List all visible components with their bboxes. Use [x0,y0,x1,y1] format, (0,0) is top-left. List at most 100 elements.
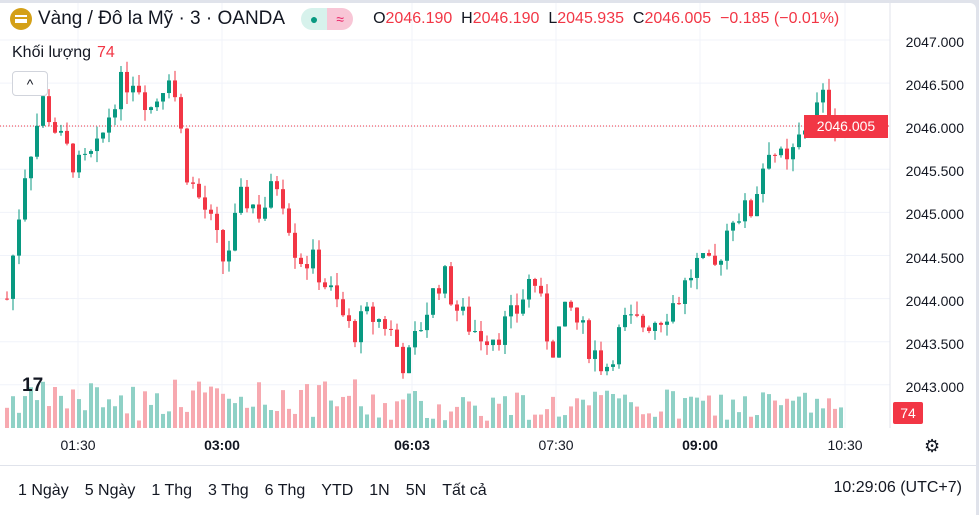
volume-bar [221,393,225,428]
price-chart[interactable] [0,3,976,515]
volume-bar [5,407,9,428]
volume-bar [455,406,459,428]
volume-bar [731,399,735,428]
volume-bar [95,387,99,428]
candle-body [305,264,309,269]
range-button[interactable]: YTD [321,481,354,499]
volume-bar [485,420,489,428]
volume-bar [53,387,57,428]
volume-bar [569,406,573,428]
tradingview-logo[interactable]: 17 [22,375,44,396]
range-button[interactable]: 1N [369,481,390,499]
symbol-title[interactable]: Vàng / Đô la Mỹ · 3 · OANDA [38,8,286,29]
volume-bar [407,393,411,428]
candle-body [473,331,477,333]
volume-bar [635,406,639,428]
candle-body [791,147,795,160]
settings-gear-icon[interactable]: ⚙ [924,436,941,456]
candle-body [395,329,399,347]
candle-body [503,316,507,345]
time-tick: 01:30 [60,437,96,453]
volume-bar [239,396,243,428]
candle-body [461,306,465,311]
candle-body [683,280,687,304]
candle-body [671,303,675,322]
volume-bar [815,398,819,428]
candle-body [707,253,711,256]
volume-bar [509,414,513,428]
volume-bar [533,414,537,428]
collapse-legend-button[interactable]: ^ [12,71,48,96]
volume-bar [695,397,699,428]
volume-bar [413,391,417,428]
candle-body [731,222,735,231]
volume-bar [557,416,561,428]
candle-body [101,132,105,139]
candle-body [179,97,183,129]
candle-body [191,182,195,184]
volume-bar [479,415,483,428]
candle-body [215,213,219,231]
candle-body [815,102,819,124]
candle-body [371,306,375,322]
candle-body [95,138,99,152]
volume-bar [419,400,423,428]
candle-body [197,183,201,198]
volume-bar [389,419,393,428]
market-status-pill[interactable]: ● ≈ [301,8,354,30]
price-tick: 2046.000 [905,120,964,137]
volume-bar [827,398,831,428]
candle-body [227,250,231,262]
current-price-label: 2046.005 [804,115,888,138]
volume-bar [797,396,801,428]
candle-body [551,341,555,358]
range-button[interactable]: 3 Thg [208,481,249,499]
range-button[interactable]: Tất cả [442,481,487,499]
candle-body [293,232,297,258]
candle-body [821,89,825,103]
volume-bar [443,420,447,428]
volume-bar [149,404,153,428]
candle-body [581,320,585,323]
candle-body [713,255,717,265]
volume-bar [185,411,189,428]
volume-bar [725,419,729,428]
volume-value-label: 74 [893,402,923,424]
market-open-dot-icon: ● [301,8,328,30]
candle-body [761,168,765,195]
candle-body [383,319,387,329]
candle-body [335,285,339,300]
candle-body [83,153,87,155]
volume-bar [335,406,339,428]
range-button[interactable]: 6 Thg [264,481,306,499]
clock[interactable]: 10:29:06 (UTC+7) [833,479,962,496]
candle-body [737,221,741,223]
candle-body [23,178,27,220]
candle-body [605,366,609,372]
range-button[interactable]: 5N [405,481,427,499]
candle-body [311,249,315,269]
range-button[interactable]: 1 Thg [151,481,193,499]
candle-body [827,89,831,119]
symbol-legend: Vàng / Đô la Mỹ · 3 · OANDA ● ≈ O2046.19… [10,8,839,30]
candle-body [653,322,657,331]
price-tick: 2047.000 [905,34,964,50]
candle-body [239,186,243,213]
candle-body [443,266,447,294]
candle-body [173,80,177,98]
volume-bar [821,408,825,428]
candle-body [47,96,51,123]
volume-bar [719,394,723,428]
volume-bar [101,407,105,428]
candle-body [437,288,441,294]
range-button[interactable]: 5 Ngày [84,481,136,499]
candle-body [515,305,519,314]
candle-body [389,328,393,330]
range-button[interactable]: 1 Ngày [18,481,69,499]
candle-body [377,319,381,322]
volume-bar [767,394,771,428]
volume-bar [839,407,843,428]
volume-bar [35,400,39,428]
candle-body [275,181,279,190]
candle-body [617,327,621,365]
